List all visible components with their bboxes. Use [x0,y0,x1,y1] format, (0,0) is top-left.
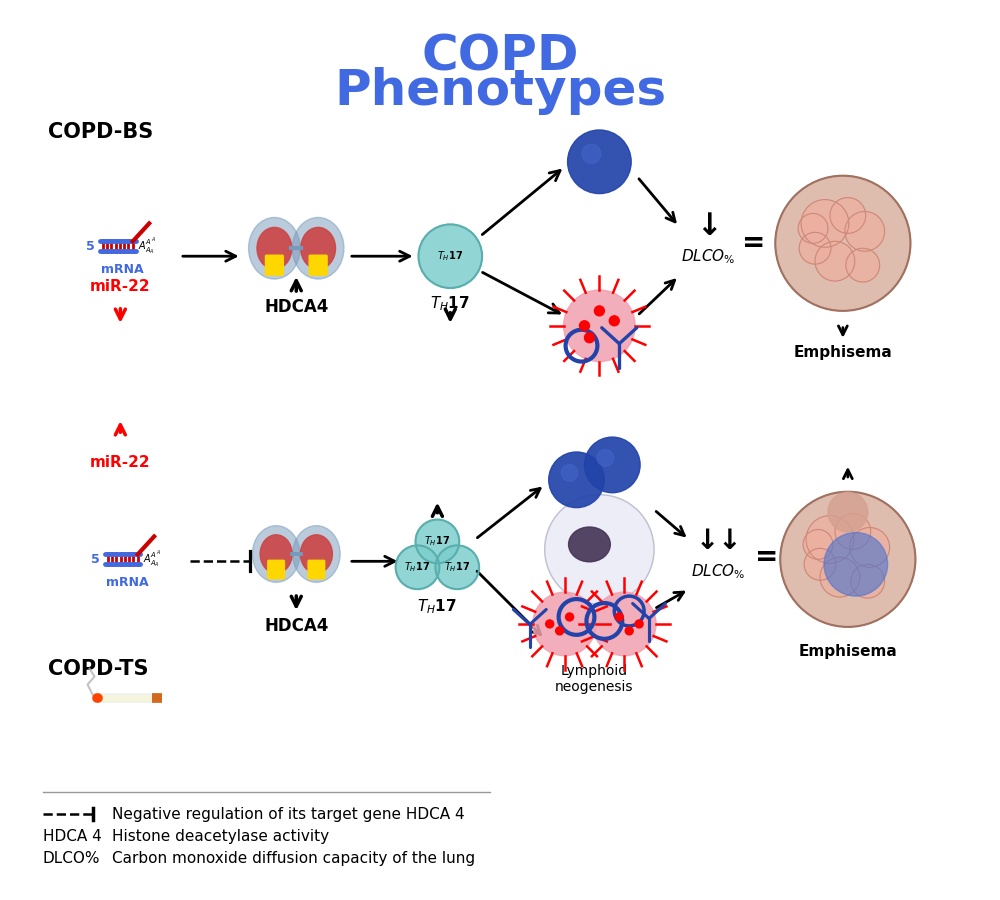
Text: COPD: COPD [421,32,579,81]
Circle shape [556,627,564,634]
Text: miR-22: miR-22 [90,455,151,470]
Circle shape [828,492,868,532]
Circle shape [584,333,594,343]
FancyBboxPatch shape [268,561,284,579]
Circle shape [396,545,439,590]
Text: COPD-BS: COPD-BS [48,122,153,142]
Ellipse shape [260,535,292,573]
Circle shape [830,198,866,233]
Circle shape [845,212,885,251]
Text: mRNA: mRNA [101,263,143,276]
Circle shape [824,533,888,596]
Text: mRNA: mRNA [106,576,148,590]
Ellipse shape [300,535,332,573]
Text: Phenotypes: Phenotypes [334,68,666,115]
Text: ↓↓: ↓↓ [695,527,742,555]
Text: Histone deacetylase activity: Histone deacetylase activity [112,829,330,844]
Ellipse shape [301,228,336,269]
Text: DLCO%: DLCO% [43,851,100,867]
Ellipse shape [569,527,610,562]
Circle shape [775,176,910,310]
Text: $T_H$17: $T_H$17 [417,597,457,616]
Circle shape [597,450,614,466]
Text: HDCA 4: HDCA 4 [43,829,102,844]
Circle shape [566,613,574,621]
Text: Emphisema: Emphisema [798,644,897,659]
Circle shape [804,548,836,580]
Circle shape [580,320,589,330]
Circle shape [582,144,601,164]
Text: 5: 5 [91,553,99,566]
Text: Negative regulation of its target gene HDCA 4: Negative regulation of its target gene H… [112,806,465,822]
Text: =: = [755,544,778,572]
Text: HDCA4: HDCA4 [264,298,328,316]
Circle shape [815,241,855,281]
Text: $T_H$17: $T_H$17 [424,535,450,548]
FancyBboxPatch shape [265,256,283,275]
Text: $A^{A^A}_{A_A}$: $A^{A^A}_{A_A}$ [138,237,156,256]
Circle shape [592,592,656,656]
Text: $T_H$17: $T_H$17 [430,294,470,312]
Circle shape [564,290,635,362]
Text: Emphisema: Emphisema [793,345,892,360]
Text: HDCA4: HDCA4 [264,617,328,635]
Ellipse shape [257,228,292,269]
Circle shape [625,627,633,634]
Circle shape [835,514,871,549]
Circle shape [806,516,854,563]
Text: Carbon monoxide diffusion capacity of the lung: Carbon monoxide diffusion capacity of th… [112,851,476,867]
FancyBboxPatch shape [308,561,325,579]
Circle shape [846,248,880,282]
Text: 5: 5 [86,239,95,253]
Circle shape [416,519,459,563]
Circle shape [549,452,604,508]
Text: ↓: ↓ [696,212,721,241]
Text: $T_H$17: $T_H$17 [444,561,470,574]
Circle shape [803,529,833,559]
FancyBboxPatch shape [309,256,327,275]
Circle shape [798,213,828,243]
Ellipse shape [292,218,344,279]
Text: =: = [742,230,765,257]
Circle shape [780,491,915,627]
Ellipse shape [252,526,300,582]
Text: $DLCO_{\%}$: $DLCO_{\%}$ [681,247,736,266]
Text: miR-22: miR-22 [90,279,151,294]
Circle shape [435,545,479,590]
Circle shape [568,130,631,194]
Text: $T_H$17: $T_H$17 [437,249,463,263]
Text: $A^{A^A}_{A_A}$: $A^{A^A}_{A_A}$ [143,550,161,569]
Text: Lymphoid
neogenesis: Lymphoid neogenesis [555,663,634,694]
Ellipse shape [249,218,300,279]
Circle shape [801,200,849,248]
Circle shape [635,620,643,628]
Circle shape [584,437,640,492]
Text: $DLCO_{\%}$: $DLCO_{\%}$ [691,562,746,580]
Text: $T_H$17: $T_H$17 [404,561,431,574]
Circle shape [546,620,554,628]
Circle shape [419,224,482,288]
Circle shape [561,464,578,482]
Circle shape [545,495,654,604]
Circle shape [594,306,604,316]
Circle shape [533,592,596,656]
Text: COPD-TS: COPD-TS [48,659,148,679]
Circle shape [799,232,831,265]
Circle shape [615,613,623,621]
Circle shape [820,557,860,597]
Circle shape [609,316,619,326]
Circle shape [850,527,890,567]
Circle shape [851,564,885,598]
Ellipse shape [293,526,340,582]
